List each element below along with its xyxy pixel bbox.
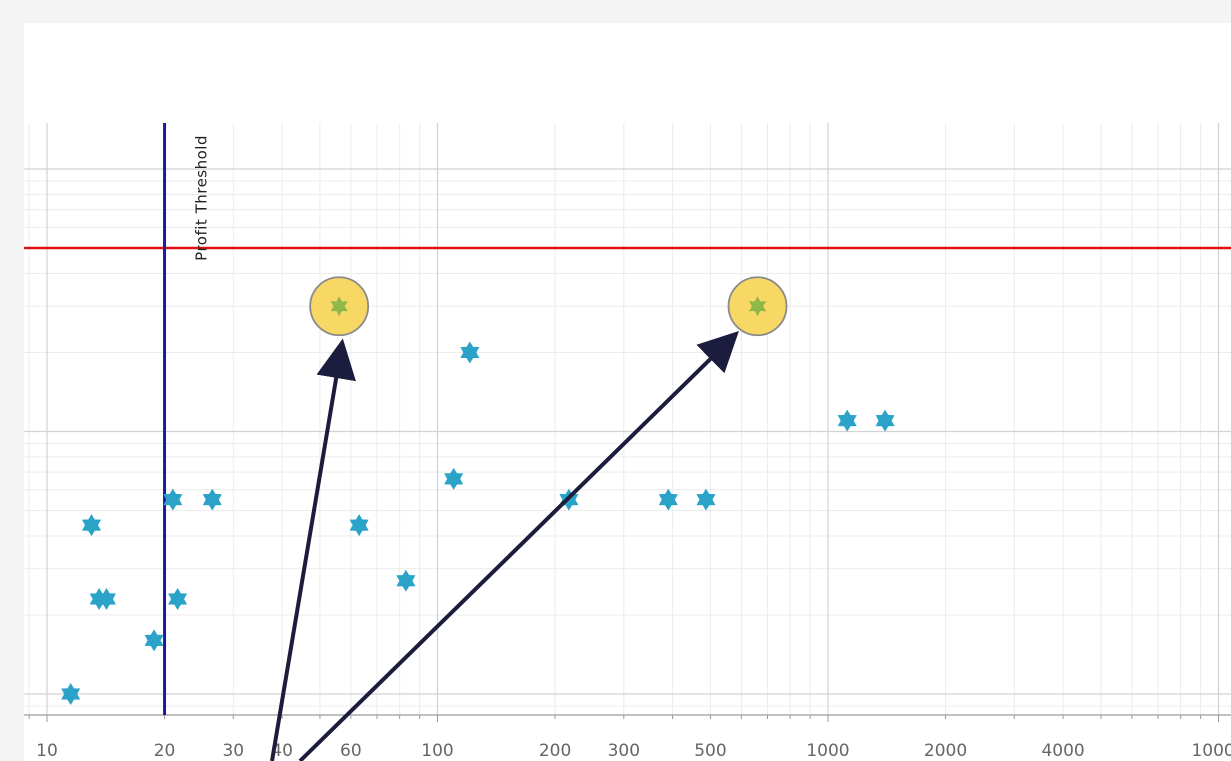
data-point [163,488,183,511]
x-axis: 10 20 30 40 60 100 200 300 500 1000 2000 4000 10000 [24,714,1231,761]
data-point [96,588,116,611]
annotation-arrows [270,331,739,761]
data-point [444,467,464,490]
data-point [81,514,102,537]
data-point [202,488,222,511]
highlighted-points [309,276,788,337]
data-point [837,409,857,432]
data-point [144,629,164,652]
plot-panel [24,23,1231,761]
data-point [168,588,188,611]
data-point [396,569,416,592]
threshold-lines: Profit Threshold [24,123,1231,715]
x-tick-label: 20 [154,741,176,761]
minor-grid [24,123,1231,715]
annotation-arrow [298,331,739,761]
data-point [658,488,678,511]
major-grid [24,123,1231,715]
x-tick-label: 300 [608,741,640,761]
x-tick-label: 1000 [806,741,849,761]
highlighted-data-point [330,296,348,317]
x-tick-label: 200 [539,741,571,761]
x-tick-label: 10 [36,741,58,761]
data-point [61,683,81,705]
data-point [875,409,895,432]
annotation-arrow [270,338,356,761]
data-point [460,341,480,364]
data-points [61,341,895,705]
x-tick-label: 40 [271,741,293,761]
x-tick-label: 500 [694,741,726,761]
x-tick-label: 100 [421,741,453,761]
data-point [349,514,369,537]
profit-threshold-label: Profit Threshold [193,135,211,261]
x-tick-label: 10000 [1191,741,1231,761]
x-tick-label: 2000 [924,741,967,761]
x-tick-label: 4000 [1041,741,1084,761]
data-point [696,488,716,511]
x-tick-label: 30 [222,741,244,761]
highlighted-data-point [748,296,767,317]
x-tick-label: 60 [340,741,362,761]
